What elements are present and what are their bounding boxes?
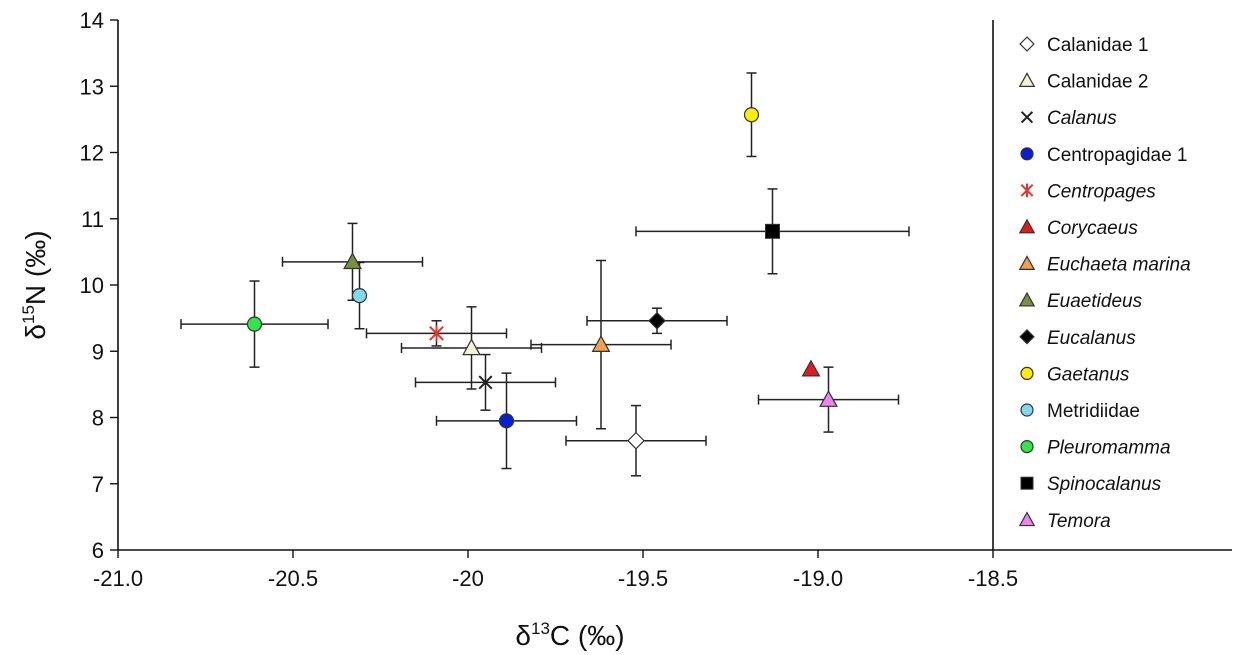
point-centropages <box>429 325 444 342</box>
legend-item-calanidae-2: Calanidae 2 <box>1018 72 1148 93</box>
x-tick-label: -19.0 <box>793 566 843 591</box>
legend-item-spinocalanus: Spinocalanus <box>1020 474 1162 495</box>
y-tick-label: 13 <box>80 74 104 99</box>
point-euchaeta-marina <box>591 334 611 352</box>
y-tick-label: 10 <box>80 273 104 298</box>
x-axis-title: δ13C (‰) <box>515 619 624 651</box>
legend-label-eucalanus: Eucalanus <box>1047 328 1136 349</box>
legend-marker-calanidae-2 <box>1018 72 1036 87</box>
point-pleuromamma <box>246 316 263 332</box>
legend-label-centropagidae-1: Centropagidae 1 <box>1047 145 1188 166</box>
legend-item-pleuromamma: Pleuromamma <box>1020 438 1171 459</box>
legend-marker-corycaeus <box>1018 218 1036 234</box>
plot-frame <box>117 20 1232 551</box>
data-points <box>246 107 838 450</box>
legend-marker-gaetanus <box>1020 366 1034 380</box>
legend-label-euchaeta-marina: Euchaeta marina <box>1047 255 1191 276</box>
legend-item-temora: Temora <box>1018 511 1111 532</box>
legend-item-eucalanus: Eucalanus <box>1019 328 1136 349</box>
legend-label-spinocalanus: Spinocalanus <box>1047 474 1162 495</box>
legend-marker-eucalanus <box>1019 329 1035 345</box>
point-calanus <box>478 375 493 390</box>
legend-item-centropages: Centropages <box>1020 181 1156 202</box>
legend-item-euchaeta-marina: Euchaeta marina <box>1018 255 1191 276</box>
y-axis-title: δ15N (‰) <box>19 230 51 339</box>
legend-item-euaetideus: Euaetideus <box>1018 291 1143 312</box>
legend-item-calanus: Calanus <box>1020 108 1117 129</box>
legend-item-centropagidae-1: Centropagidae 1 <box>1020 145 1188 166</box>
legend-label-gaetanus: Gaetanus <box>1047 364 1130 385</box>
y-tick-label: 11 <box>81 207 104 232</box>
x-tick-label: -18.5 <box>968 566 1018 591</box>
point-temora <box>819 389 838 407</box>
legend-label-calanidae-2: Calanidae 2 <box>1047 72 1148 93</box>
legend-label-calanidae-1: Calanidae 1 <box>1047 35 1148 56</box>
legend-label-pleuromamma: Pleuromamma <box>1047 438 1171 459</box>
y-tick-label: 7 <box>92 472 104 497</box>
x-tick-label: -21.0 <box>93 566 143 591</box>
point-metridiidae <box>351 288 368 304</box>
legend-label-temora: Temora <box>1047 511 1111 532</box>
legend-label-euaetideus: Euaetideus <box>1047 291 1143 312</box>
point-calanidae-2 <box>462 338 481 356</box>
legend-item-calanidae-1: Calanidae 1 <box>1019 35 1148 56</box>
legend-marker-spinocalanus <box>1020 476 1034 490</box>
point-euaetideus <box>343 252 362 270</box>
y-tick-label: 12 <box>80 141 104 166</box>
legend-item-gaetanus: Gaetanus <box>1020 364 1130 385</box>
legend: Calanidae 1 Calanidae 2 Calanus Centropagid… <box>1018 35 1191 532</box>
legend-marker-euaetideus <box>1018 291 1036 307</box>
point-spinocalanus <box>765 223 780 239</box>
legend-label-corycaeus: Corycaeus <box>1047 218 1138 239</box>
x-axis: -21.0 -20.5 -20 -19.5 -19.0 -18.5 <box>93 550 1018 591</box>
y-axis: 6 7 8 9 10 11 12 13 14 <box>80 8 118 563</box>
point-calanidae-1 <box>627 431 645 450</box>
legend-marker-calanidae-1 <box>1019 36 1035 52</box>
legend-marker-centropagidae-1 <box>1020 147 1034 161</box>
legend-label-centropages: Centropages <box>1047 181 1156 202</box>
y-tick-label: 9 <box>92 339 104 364</box>
point-corycaeus <box>801 359 821 377</box>
error-bars <box>180 72 910 477</box>
legend-marker-temora <box>1018 511 1036 527</box>
legend-marker-calanus <box>1020 111 1034 124</box>
y-tick-label: 8 <box>92 406 104 431</box>
legend-marker-centropages <box>1020 183 1034 198</box>
x-tick-label: -20 <box>452 566 484 591</box>
y-tick-label: 6 <box>92 538 104 563</box>
legend-marker-metridiidae <box>1020 403 1034 417</box>
y-tick-label: 14 <box>80 8 104 33</box>
x-tick-label: -20.5 <box>268 566 318 591</box>
legend-marker-euchaeta-marina <box>1018 255 1036 270</box>
legend-label-calanus: Calanus <box>1047 108 1117 129</box>
legend-marker-pleuromamma <box>1020 440 1034 454</box>
x-tick-label: -19.5 <box>618 566 668 591</box>
point-eucalanus <box>648 311 666 330</box>
legend-item-metridiidae: Metridiidae <box>1020 401 1140 422</box>
legend-label-metridiidae: Metridiidae <box>1047 401 1140 422</box>
point-gaetanus <box>743 107 760 123</box>
point-centropagidae-1 <box>498 413 515 429</box>
legend-item-corycaeus: Corycaeus <box>1018 218 1138 239</box>
